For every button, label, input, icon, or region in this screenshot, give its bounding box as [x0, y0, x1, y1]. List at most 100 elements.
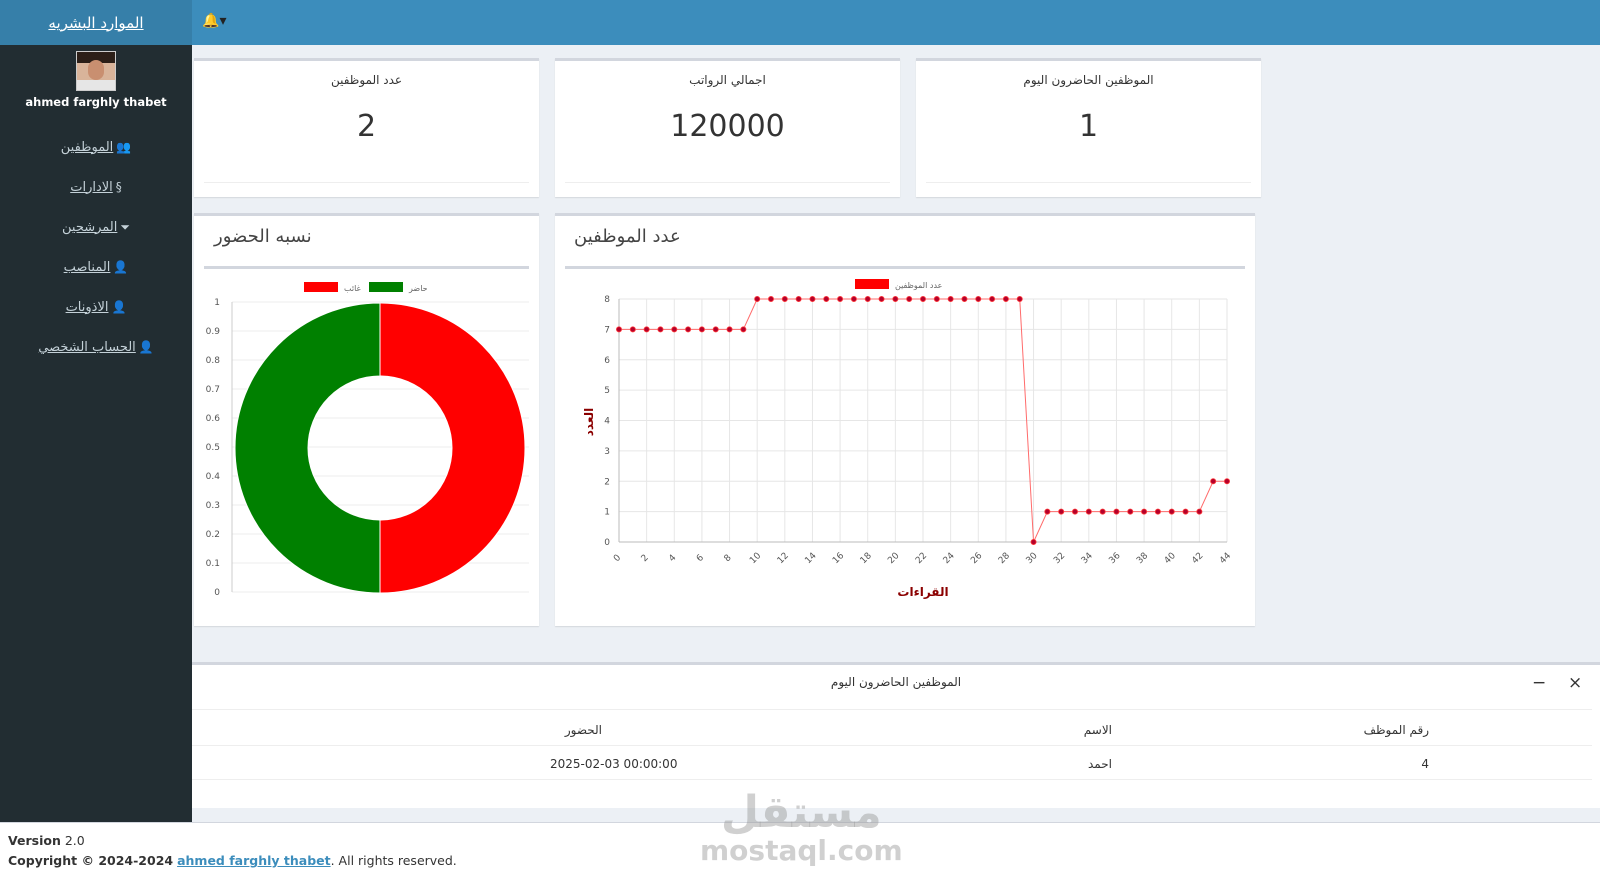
watermark: مستقل mostaql.com	[700, 790, 903, 866]
data-point	[1113, 508, 1120, 515]
data-point	[1224, 478, 1231, 485]
minimize-icon[interactable]: −	[1532, 673, 1547, 693]
employees-chart-title: عدد الموظفين	[574, 226, 681, 247]
sidebar-item-employees[interactable]: الموظفين 👥	[0, 127, 192, 167]
cell-employee-id: 4	[1421, 757, 1429, 771]
sidebar-item-profile[interactable]: الحساب الشخصي 👤	[0, 327, 192, 367]
close-icon[interactable]: ×	[1568, 673, 1583, 693]
data-point	[989, 295, 996, 302]
brand-link[interactable]: الموارد البشريه	[48, 13, 144, 32]
data-point	[1196, 508, 1203, 515]
x-tick-label: 44	[1218, 551, 1233, 566]
x-tick-label: 14	[803, 551, 818, 566]
data-point	[712, 326, 719, 333]
user-name: ahmed farghly thabet	[25, 95, 167, 109]
data-point	[1072, 508, 1079, 515]
y-tick-label: 0.5	[206, 443, 220, 453]
x-tick-label: 42	[1190, 551, 1205, 566]
main-content: عدد الموظفين 2 اجمالي الرواتب 120000 الم…	[192, 45, 1600, 822]
x-tick-label: 30	[1025, 551, 1040, 566]
sidebar-item-label: الحساب الشخصي	[38, 339, 136, 355]
data-point	[864, 295, 871, 302]
data-point	[1168, 508, 1175, 515]
sidebar-item-label: المرشحين	[62, 219, 118, 235]
watermark-latin: mostaql.com	[700, 834, 903, 867]
legend-label: غائب	[344, 284, 361, 293]
sidebar: الموارد البشريه ahmed farghly thabet الم…	[0, 0, 192, 822]
legend-swatch	[855, 279, 889, 289]
y-tick-label: 0.8	[206, 356, 221, 366]
sidebar-nav: الموظفين 👥 الادارات § المرشحين ⏷ المناصب 👤 ا…	[0, 127, 192, 367]
sidebar-item-positions[interactable]: المناصب 👤	[0, 247, 192, 287]
y-tick-label: 0	[214, 588, 220, 598]
y-tick-label: 0.7	[206, 385, 220, 395]
stat-employees-count: عدد الموظفين 2	[194, 58, 539, 197]
y-tick-label: 2	[604, 477, 610, 487]
version-label: Version	[8, 833, 61, 848]
x-tick-label: 8	[723, 553, 734, 564]
sidebar-item-departments[interactable]: الادارات §	[0, 167, 192, 207]
cell-name: احمد	[1088, 757, 1112, 771]
x-tick-label: 18	[859, 551, 874, 566]
data-point	[629, 326, 636, 333]
x-tick-label: 12	[776, 551, 791, 566]
avatar	[76, 51, 116, 91]
notifications-dropdown[interactable]: 🔔▾	[202, 13, 226, 29]
y-tick-label: 0.9	[206, 327, 221, 337]
stat-value: 120000	[670, 109, 785, 144]
x-tick-label: 40	[1163, 551, 1178, 566]
data-point	[1016, 295, 1023, 302]
y-tick-label: 5	[604, 386, 610, 396]
legend-swatch	[304, 282, 338, 292]
y-tick-label: 7	[604, 325, 610, 335]
filter-icon: ⏷	[120, 219, 130, 234]
user-cog-icon: 👤	[111, 300, 127, 314]
data-point	[947, 295, 954, 302]
sidebar-item-permissions[interactable]: الاذونات 👤	[0, 287, 192, 327]
bell-icon: 🔔	[202, 13, 220, 29]
x-tick-label: 16	[831, 551, 846, 566]
sidebar-item-label: الاذونات	[65, 299, 109, 315]
y-tick-label: 0.1	[206, 559, 220, 569]
employees-line-chart: 0 2 4 6 8 10 12 14 16 18 20 22 24 26 28 30 32 34 36 38 40 42 4…	[582, 279, 1233, 599]
header-employee-id: رقم الموظف	[1363, 723, 1429, 737]
data-point	[795, 295, 802, 302]
data-point	[657, 326, 664, 333]
data-point	[1002, 295, 1009, 302]
attendance-donut-chart: 1 0.9 0.8 0.7 0.6 0.5 0.4 0.3 0.2 0.1 0 غائب حاضر	[206, 282, 529, 598]
data-point	[1182, 508, 1189, 515]
x-tick-label: 34	[1080, 551, 1095, 566]
stat-value: 2	[356, 109, 377, 144]
user-icon: 👤	[138, 340, 154, 354]
sidebar-item-candidates[interactable]: المرشحين ⏷	[0, 207, 192, 247]
footer: Version 2.0 Copyright © 2024-2024 ahmed …	[0, 822, 1600, 890]
stat-value: 1	[1078, 109, 1099, 144]
top-navbar: 🔔▾	[192, 0, 1600, 45]
chevron-down-icon: ▾	[219, 13, 227, 29]
x-tick-label: 4	[667, 553, 678, 564]
data-point	[1154, 508, 1161, 515]
author-link[interactable]: ahmed farghly thabet	[177, 853, 331, 868]
data-point	[1210, 478, 1217, 485]
x-tick-label: 0	[612, 553, 623, 564]
data-point	[961, 295, 968, 302]
employees-line-chart-box: عدد الموظفين 0 2 4 6 8 10 12 14 16 18 20 22 24 26 28 30…	[555, 213, 1255, 626]
x-tick-label: 36	[1107, 551, 1122, 566]
data-point	[726, 326, 733, 333]
x-tick-label: 24	[942, 551, 957, 566]
data-point	[975, 295, 982, 302]
x-axis-title: القراءات	[897, 585, 948, 599]
stat-present-today: الموظفين الحاضرون اليوم 1	[916, 58, 1261, 197]
donut-slice	[379, 302, 526, 594]
data-point	[919, 295, 926, 302]
data-point	[740, 326, 747, 333]
stat-label: عدد الموظفين	[330, 73, 403, 87]
y-tick-label: 0.4	[206, 472, 221, 482]
data-point	[809, 295, 816, 302]
data-point	[671, 326, 678, 333]
y-tick-label: 6	[604, 356, 610, 366]
data-point	[1058, 508, 1065, 515]
y-tick-label: 0.6	[206, 414, 221, 424]
attendance-chart-box: نسبه الحضور 1 0.9 0.8 0.7 0.6 0.5 0.4 0.3 0.2 0.1…	[194, 213, 539, 626]
y-tick-label: 0.2	[206, 530, 220, 540]
